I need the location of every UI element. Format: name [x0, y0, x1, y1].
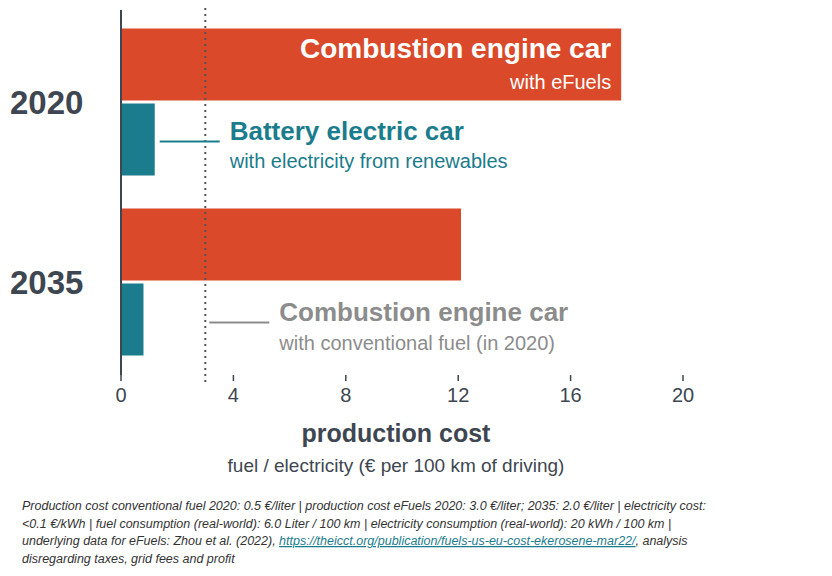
reference-label: Combustion engine car — [279, 297, 568, 327]
x-axis-subtitle: fuel / electricity (€ per 100 km of driv… — [228, 455, 565, 476]
bars — [121, 29, 621, 356]
category-label: 2020 — [10, 84, 83, 121]
series-label: Battery electric car — [230, 116, 464, 146]
footnote-text: <0.1 €/kWh | fuel consumption (real-worl… — [22, 517, 671, 531]
y-axis — [120, 10, 122, 375]
x-tick — [120, 375, 122, 381]
bar — [121, 29, 621, 101]
label-connector — [160, 141, 220, 143]
reference-line — [204, 8, 206, 386]
footnote-text: disregarding taxes, grid fees and profit — [22, 552, 235, 566]
x-tick — [233, 375, 235, 381]
footnote-text: underlying data for eFuels: Zhou et al. … — [22, 534, 279, 548]
x-tick — [457, 375, 459, 381]
x-tick-label: 12 — [447, 384, 469, 406]
x-tick-label: 4 — [228, 384, 239, 406]
series-description: with electricity from renewables — [229, 150, 508, 172]
footnote-text: Production cost conventional fuel 2020: … — [22, 499, 706, 513]
bar — [121, 104, 155, 176]
footnote-line: underlying data for eFuels: Zhou et al. … — [22, 534, 688, 548]
x-tick — [570, 375, 572, 381]
x-tick — [682, 375, 684, 381]
x-axis-title: production cost — [302, 419, 492, 447]
category-label: 2035 — [10, 264, 83, 301]
label-connector — [209, 322, 269, 324]
series-label: Combustion engine car — [300, 33, 611, 64]
x-tick-label: 20 — [672, 384, 694, 406]
bar — [121, 209, 461, 281]
series-description: with eFuels — [509, 71, 611, 93]
chart: 04812162020202035Combustion engine carwi… — [0, 0, 832, 576]
x-tick-label: 0 — [115, 384, 126, 406]
x-tick-label: 8 — [340, 384, 351, 406]
footnote-line: Production cost conventional fuel 2020: … — [22, 499, 706, 513]
bar — [121, 284, 143, 356]
footnote-text: , analysis — [636, 534, 688, 548]
reference-description: with conventional fuel (in 2020) — [278, 332, 555, 354]
footnote-line: disregarding taxes, grid fees and profit — [22, 552, 235, 566]
x-tick-label: 16 — [559, 384, 581, 406]
footnote-link: https://theicct.org/publication/fuels-us… — [279, 534, 637, 548]
x-tick — [345, 375, 347, 381]
footnote-line: <0.1 €/kWh | fuel consumption (real-worl… — [22, 517, 671, 531]
